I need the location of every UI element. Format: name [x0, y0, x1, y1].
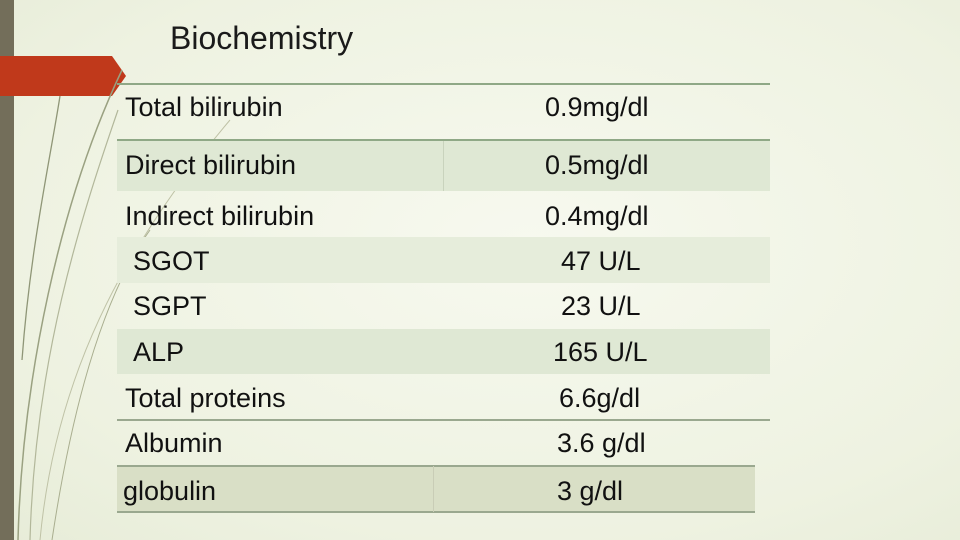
row-label: Total proteins — [125, 383, 286, 413]
row-value: 3 g/dl — [557, 476, 624, 506]
row-label: Direct bilirubin — [125, 150, 297, 180]
column-divider — [443, 141, 444, 191]
row-value: 165 U/L — [553, 337, 648, 367]
row-label: globulin — [123, 476, 217, 506]
row-value: 0.4mg/dl — [545, 201, 649, 231]
slide-title: Biochemistry — [170, 20, 354, 56]
row-value: 0.9mg/dl — [545, 92, 649, 122]
row-band-3 — [117, 237, 770, 283]
row-value: 3.6 g/dl — [557, 428, 646, 458]
row-label: SGOT — [133, 246, 210, 276]
column-divider — [433, 466, 434, 512]
table-line — [117, 465, 755, 467]
row-value: 23 U/L — [561, 291, 641, 321]
row-label: Indirect bilirubin — [125, 201, 315, 231]
row-value: 47 U/L — [561, 246, 641, 276]
table-line — [117, 83, 770, 85]
table-line — [117, 419, 770, 421]
row-label: ALP — [133, 337, 185, 367]
table-line — [117, 139, 770, 141]
row-label: Total bilirubin — [125, 92, 283, 122]
row-label: Albumin — [125, 428, 223, 458]
row-band-8 — [117, 466, 755, 512]
red-tab-shape — [0, 56, 126, 96]
row-label: SGPT — [133, 291, 207, 321]
row-value: 6.6g/dl — [559, 383, 641, 413]
left-accent-bar — [0, 0, 14, 540]
row-value: 0.5mg/dl — [545, 150, 649, 180]
table-line — [117, 511, 755, 513]
row-band-5 — [117, 329, 770, 374]
